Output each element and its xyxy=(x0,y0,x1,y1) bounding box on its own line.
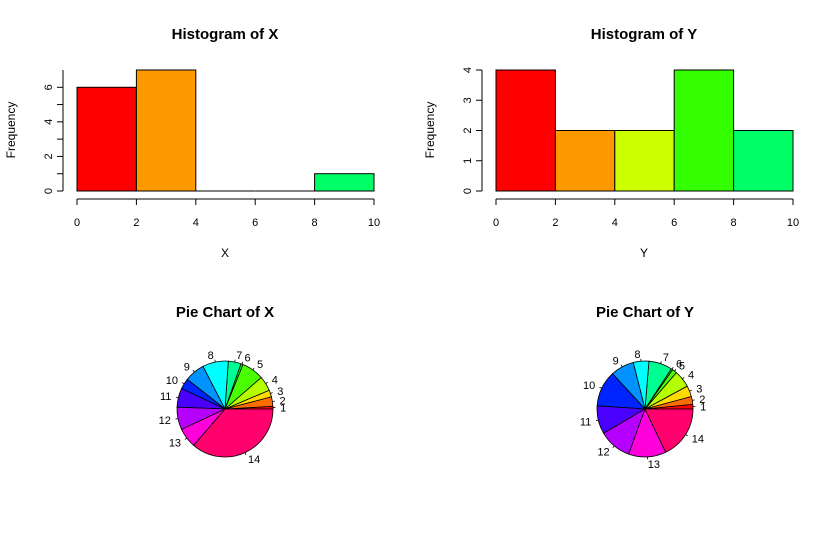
pie-x-slice-label: 3 xyxy=(277,386,283,398)
pie-y-leader xyxy=(689,389,692,392)
hist-y-x-tick-label: 8 xyxy=(731,217,737,229)
hist-x-x-tick-label: 2 xyxy=(133,217,139,229)
pie-x-slice-label: 9 xyxy=(184,361,190,373)
hist-y-y-tick-label: 4 xyxy=(462,67,474,73)
hist-x-x-label: X xyxy=(221,246,229,260)
pie-y-leader xyxy=(599,386,602,389)
pie-y-slice-label: 4 xyxy=(688,369,694,381)
pie-x-leader xyxy=(270,392,273,394)
hist-x-x-tick-label: 10 xyxy=(368,217,380,229)
hist-y-y-tick-label: 3 xyxy=(462,97,474,103)
pie-x-slice-label: 4 xyxy=(272,375,278,387)
pie-x-leader xyxy=(192,369,195,373)
pie-x-title: Pie Chart of X xyxy=(176,304,274,321)
pie-y-leader xyxy=(671,367,674,370)
pie-y-title: Pie Chart of Y xyxy=(596,304,694,321)
hist-y-title: Histogram of Y xyxy=(591,26,697,43)
hist-x-y-tick-label: 0 xyxy=(43,188,55,194)
pie-y-slice-label: 6 xyxy=(676,358,682,370)
hist-y-x-tick-label: 2 xyxy=(552,217,558,229)
pie-y-leader xyxy=(620,364,623,367)
pie-x-slice-label: 7 xyxy=(236,350,242,362)
hist-y-x-tick-label: 6 xyxy=(671,217,677,229)
pie-x-leader xyxy=(265,381,268,384)
pie-y-slice-label: 5 xyxy=(679,360,685,372)
pie-y-slice-label: 2 xyxy=(699,394,705,406)
pie-x-slice-label: 6 xyxy=(245,352,251,364)
pie-x-slice xyxy=(193,408,274,458)
hist-x-y-label: Frequency xyxy=(4,102,18,159)
pie-y-leader xyxy=(595,419,599,421)
hist-x-bar xyxy=(76,86,137,192)
pie-x-leader xyxy=(252,367,255,371)
pie-y-leader xyxy=(660,361,662,364)
hist-x-bar xyxy=(135,69,197,192)
pie-y-slice-label: 3 xyxy=(696,384,702,396)
pie-y-slice-label: 13 xyxy=(648,459,660,471)
pie-y-slice-label: 9 xyxy=(613,355,619,367)
pie-x-slice-label: 13 xyxy=(169,437,181,449)
pie-y-slice-label: 1 xyxy=(700,401,706,413)
pie-y-leader xyxy=(674,368,677,372)
pie-y-slice-label: 11 xyxy=(580,417,591,429)
pie-x-slice-label: 14 xyxy=(248,454,260,466)
pie-x-slice-label: 11 xyxy=(160,391,171,403)
hist-y-y-tick-label: 1 xyxy=(462,158,474,164)
pie-y-slice-label: 8 xyxy=(634,349,640,361)
pie-y-leader xyxy=(682,377,685,380)
pie-y-leader xyxy=(612,445,615,448)
pie-x-slice-label: 10 xyxy=(166,375,178,387)
pie-y-slice-label: 10 xyxy=(583,380,595,392)
hist-x-title: Histogram of X xyxy=(172,26,279,43)
pie-x-slice-label: 8 xyxy=(208,350,214,362)
hist-y-y-tick-label: 2 xyxy=(462,127,474,133)
pie-x-leader xyxy=(244,452,247,455)
pie-x-slice-label: 5 xyxy=(257,359,263,371)
pie-x-leader xyxy=(184,437,188,440)
hist-y-y-label: Frequency xyxy=(423,102,437,159)
hist-y-bar xyxy=(554,130,616,192)
hist-x-x-tick-label: 6 xyxy=(252,217,258,229)
pie-y-leader xyxy=(685,434,688,437)
pie-x-leader xyxy=(175,396,179,399)
pie-y-slice-label: 14 xyxy=(692,433,704,445)
hist-x-x-tick-label: 8 xyxy=(312,217,318,229)
hist-x-bar xyxy=(314,173,375,192)
pie-x-leader xyxy=(181,382,185,385)
hist-y-x-tick-label: 0 xyxy=(493,217,499,229)
hist-x-y-tick-label: 4 xyxy=(43,119,55,125)
hist-y-y-tick-label: 0 xyxy=(462,188,474,194)
hist-x-y-tick-label: 2 xyxy=(43,153,55,159)
pie-y-slice-label: 12 xyxy=(597,446,609,458)
hist-y-x-tick-label: 10 xyxy=(787,217,799,229)
hist-y-x-tick-label: 4 xyxy=(612,217,618,229)
hist-x-y-tick-label: 6 xyxy=(43,84,55,90)
hist-y-bar xyxy=(495,69,556,192)
pie-x-slice-label: 1 xyxy=(280,402,286,414)
pie-x-slice-label: 2 xyxy=(280,395,286,407)
hist-x-x-tick-label: 0 xyxy=(74,217,80,229)
hist-y-x-label: Y xyxy=(640,246,648,260)
hist-x-x-tick-label: 4 xyxy=(193,217,199,229)
hist-y-bar xyxy=(733,130,794,192)
pie-x-leader xyxy=(241,361,244,365)
pie-y-slice-label: 7 xyxy=(663,352,669,364)
pie-x-slice-label: 12 xyxy=(159,415,171,427)
hist-y-bar xyxy=(673,69,735,192)
hist-y-bar xyxy=(614,130,675,192)
